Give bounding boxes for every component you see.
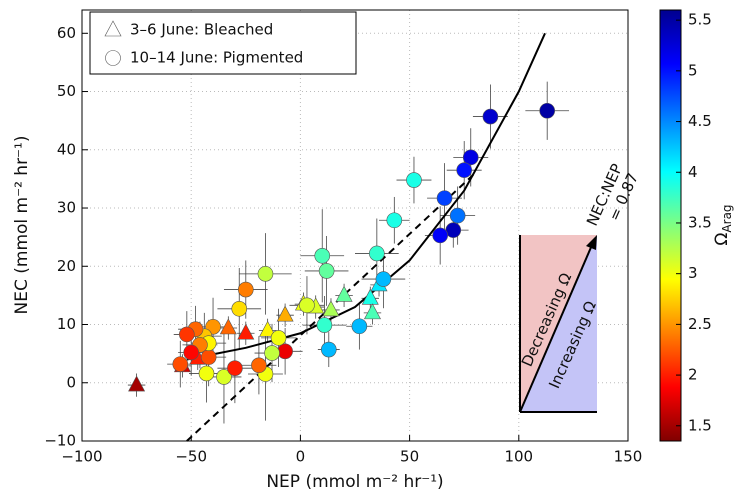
y-tick-label: 20 <box>57 257 76 275</box>
inset-arrow <box>519 244 593 413</box>
colorbar-tick-label: 2 <box>688 366 698 384</box>
y-tick-label: −10 <box>44 432 76 450</box>
x-tick-label: 100 <box>504 448 533 466</box>
circle-point <box>406 172 422 188</box>
circle-point <box>179 326 195 343</box>
triangle-point <box>363 303 381 320</box>
triangle-point <box>335 285 353 302</box>
colorbar-tick-label: 5 <box>688 61 698 79</box>
circle-point <box>375 271 392 287</box>
legend-label: 10–14 June: Pigmented <box>130 49 303 67</box>
legend-box <box>89 11 357 75</box>
circle-point <box>456 162 473 178</box>
y-tick-label: 0 <box>66 373 76 391</box>
circle-point <box>216 369 232 385</box>
circle-point <box>183 344 199 361</box>
circle-point <box>299 297 315 314</box>
circle-point <box>238 281 254 298</box>
colorbar-tick-label: 4 <box>688 163 698 181</box>
colorbar-label: ΩArag <box>712 204 734 245</box>
triangle-point <box>276 305 294 322</box>
plot-frame <box>81 9 629 442</box>
colorbar-tick-label: 4.5 <box>688 112 712 130</box>
legend-label: 3–6 June: Bleached <box>130 21 273 39</box>
x-tick-label: −50 <box>175 448 207 466</box>
circle-point <box>449 207 466 224</box>
circle-point <box>436 190 453 206</box>
x-tick-label: 0 <box>296 448 306 466</box>
colorbar-tick-label: 1.5 <box>688 416 712 434</box>
x-tick-label: 50 <box>400 448 419 466</box>
circle-point <box>257 266 274 282</box>
x-axis-label: NEP (mmol m⁻² hr⁻¹) <box>266 472 443 492</box>
triangle-point <box>322 300 340 317</box>
inset-diagram: Decreasing Ω Increasing Ω NEC:NEP = 0.87 <box>518 161 642 413</box>
circle-point <box>251 357 267 374</box>
circle-point <box>227 360 243 376</box>
colorbar-tick-label: 5.5 <box>688 11 712 29</box>
x-tick-label: 150 <box>614 448 643 466</box>
circle-point <box>369 245 385 262</box>
triangle-point <box>237 323 255 340</box>
inset-arrowhead <box>586 235 597 250</box>
y-axis-label: NEC (mmol m⁻² hr⁻¹) <box>12 136 32 315</box>
circle-point <box>198 365 215 382</box>
circle-point <box>231 300 248 317</box>
legend-marker <box>105 50 121 66</box>
circle-point <box>270 330 287 346</box>
colorbar-tick-label: 2.5 <box>688 315 712 333</box>
circle-point <box>264 345 280 361</box>
circle-point <box>318 263 335 279</box>
circle-point <box>320 341 337 358</box>
colorbar-tick-label: 3 <box>688 264 698 282</box>
circle-point <box>351 318 368 335</box>
circle-point <box>200 349 217 365</box>
circle-point <box>314 247 331 264</box>
y-tick-label: 60 <box>57 24 76 42</box>
colorbar-tick-label: 3.5 <box>688 213 712 231</box>
y-tick-label: 40 <box>57 140 76 158</box>
circle-point <box>386 212 403 229</box>
x-tick-label: −100 <box>61 448 102 466</box>
y-tick-label: 10 <box>57 315 76 333</box>
circle-point <box>539 102 555 119</box>
legend: 3–6 June: Bleached 10–14 June: Pigmented <box>89 11 357 75</box>
circle-point <box>445 222 462 238</box>
y-tick-label: 30 <box>57 199 76 217</box>
circle-point <box>432 227 448 244</box>
circle-point <box>482 108 499 125</box>
circle-point <box>462 149 479 166</box>
legend-marker <box>104 20 122 37</box>
y-tick-label: 50 <box>57 82 76 100</box>
colorbar <box>659 9 682 442</box>
circle-point <box>277 343 293 360</box>
triangle-point <box>219 318 237 335</box>
triangle-point <box>128 375 146 392</box>
colorbar-subscript: Arag <box>720 204 734 232</box>
colorbar-symbol: Ω <box>712 233 732 246</box>
triangle-point <box>361 288 379 305</box>
circle-point <box>316 317 333 333</box>
circle-point <box>172 356 189 372</box>
triangle-point <box>259 320 277 337</box>
